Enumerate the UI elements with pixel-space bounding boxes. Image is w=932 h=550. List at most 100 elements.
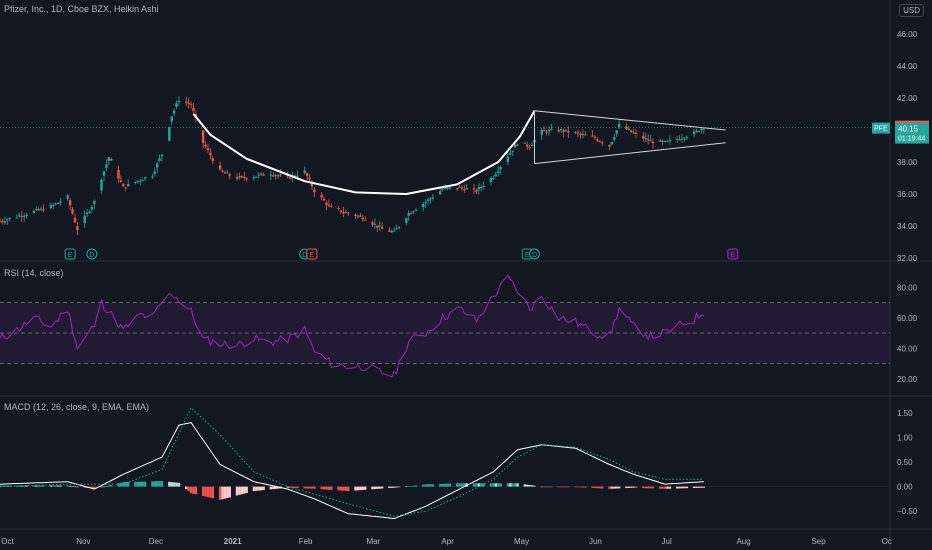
candle-body[interactable] [344,212,348,214]
candle-body[interactable] [76,226,79,231]
candle-body[interactable] [610,142,614,145]
candle-body[interactable] [692,131,696,135]
candle-body[interactable] [412,211,415,213]
symbol-title[interactable]: Pfizer, Inc., 1D, Cboe BZX, Heikin Ashi [4,4,159,14]
candle-body[interactable] [499,167,502,170]
candle-body[interactable] [455,188,459,190]
candle-body[interactable] [322,198,326,201]
dividend-marker-icon[interactable] [86,248,98,260]
candle-body[interactable] [472,188,476,190]
candle-body[interactable] [388,230,391,232]
macd-label[interactable]: MACD (12, 26, close, 9, EMA, EMA) [4,402,150,412]
candle-body[interactable] [59,201,62,203]
candle-body[interactable] [649,140,652,142]
candle-body[interactable] [697,131,701,133]
candle-body[interactable] [189,104,193,106]
candle-body[interactable] [279,174,282,176]
candle-body[interactable] [175,103,178,107]
candle-body[interactable] [530,144,534,147]
candle-body[interactable] [347,212,350,214]
candle-body[interactable] [56,202,60,204]
candle-body[interactable] [85,212,89,215]
candle-body[interactable] [52,205,55,207]
candle-body[interactable] [49,205,52,208]
candle-body[interactable] [20,216,23,218]
candle-body[interactable] [32,210,36,213]
candle-body[interactable] [134,181,137,183]
candle-body[interactable] [567,131,570,133]
candle-body[interactable] [100,179,103,191]
candle-body[interactable] [373,223,377,225]
candle-body[interactable] [66,195,69,199]
candle-body[interactable] [296,175,299,177]
candle-body[interactable] [259,173,263,175]
candle-body[interactable] [361,217,364,220]
candle-body[interactable] [153,171,156,174]
candle-body[interactable] [632,132,635,134]
candle-body[interactable] [25,214,28,216]
candle-body[interactable] [371,222,374,225]
candle-body[interactable] [685,137,689,139]
candle-body[interactable] [187,103,190,105]
candle-body[interactable] [557,130,560,132]
candle-body[interactable] [661,140,664,142]
candle-body[interactable] [151,176,154,178]
candle-body[interactable] [545,131,548,133]
candle-body[interactable] [136,180,140,182]
candle-body[interactable] [680,138,684,140]
candle-body[interactable] [305,173,309,177]
candle-body[interactable] [441,189,444,191]
candle-body[interactable] [122,184,125,187]
candle-body[interactable] [39,208,43,210]
candle-body[interactable] [576,132,580,134]
candle-body[interactable] [221,170,224,172]
candle-body[interactable] [238,176,241,178]
candle-body[interactable] [659,140,662,142]
candle-body[interactable] [255,176,258,178]
candle-body[interactable] [354,214,357,217]
earnings-marker-icon[interactable] [306,248,318,260]
candle-body[interactable] [506,156,510,162]
candle-body[interactable] [540,129,543,135]
candle-body[interactable] [211,158,215,162]
candle-body[interactable] [15,217,19,219]
candle-body[interactable] [35,208,38,210]
candle-body[interactable] [559,129,563,131]
candle-body[interactable] [160,154,164,157]
candle-body[interactable] [513,144,517,148]
candle-body[interactable] [511,150,514,152]
candle-body[interactable] [105,164,108,168]
candle-body[interactable] [480,187,483,189]
lower-trendline[interactable] [534,142,726,165]
macd-line[interactable] [0,422,704,520]
candle-body[interactable] [356,215,360,217]
candle-body[interactable] [303,170,306,174]
rsi-line[interactable] [0,274,704,378]
candle-body[interactable] [185,101,188,103]
candle-body[interactable] [158,158,161,161]
candle-body[interactable] [209,152,212,156]
candle-body[interactable] [516,144,519,146]
candle-body[interactable] [630,130,633,132]
candle-body[interactable] [601,142,604,144]
candle-body[interactable] [359,215,362,217]
candle-body[interactable] [342,212,345,214]
candle-body[interactable] [262,174,265,176]
candle-body[interactable] [424,202,427,204]
candle-body[interactable] [608,144,611,147]
candle-body[interactable] [170,116,173,122]
candle-body[interactable] [223,172,227,174]
candle-body[interactable] [110,159,113,161]
candle-body[interactable] [172,110,176,114]
candle-body[interactable] [310,183,314,187]
earnings-marker-icon[interactable] [64,248,76,260]
candle-body[interactable] [257,174,260,176]
candle-body[interactable] [42,209,45,211]
candle-body[interactable] [339,210,343,213]
candle-body[interactable] [73,217,77,223]
candle-body[interactable] [584,134,587,136]
candle-body[interactable] [651,141,655,144]
candle-body[interactable] [446,187,449,189]
candle-body[interactable] [409,213,413,215]
